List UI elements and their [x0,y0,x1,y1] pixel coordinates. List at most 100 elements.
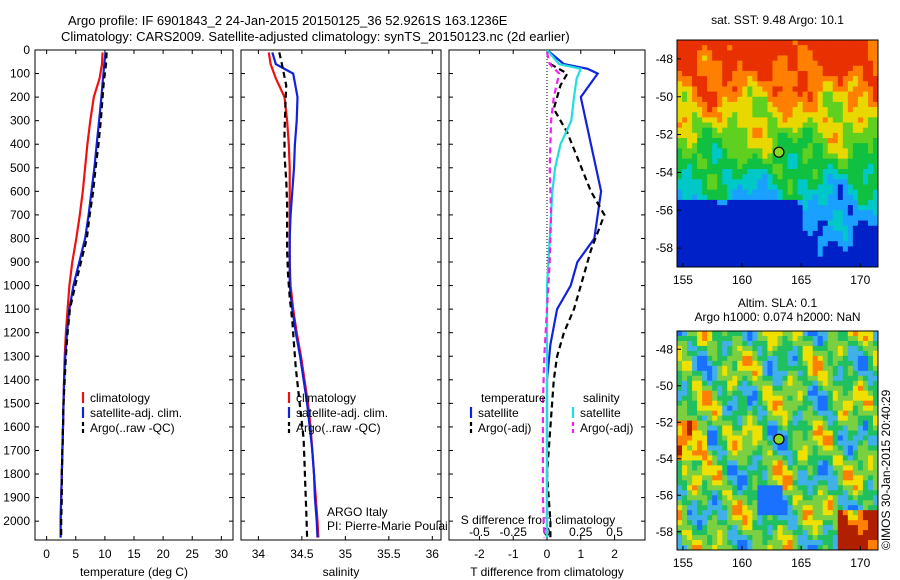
map-cell [697,50,703,57]
map-cell [852,360,859,367]
map-cell [762,86,769,93]
map-cell [812,143,819,149]
series-line-argo-adj- [541,52,561,538]
map-cell [677,40,683,46]
map-cell [842,241,849,247]
map-cell [797,76,804,82]
map-cell [857,400,864,407]
map-cell [697,158,703,165]
map-cell [867,365,874,372]
map-cell [702,495,708,501]
map-cell [732,179,738,186]
map-cell [732,55,738,62]
map-cell [787,210,794,217]
map-cell [807,420,814,427]
map-cell [732,117,738,124]
map-cell [807,55,814,62]
map-cell [772,405,779,412]
map-cell [712,112,718,118]
map-cell [782,355,789,362]
map-cell [792,179,799,186]
map-cell [872,143,878,149]
map-cell [822,96,829,103]
map-cell [742,540,748,546]
map-cell [767,420,774,427]
map-cell [872,50,878,57]
map-cell [862,430,869,437]
map-cell [707,107,713,113]
map-cell [802,415,809,422]
map-cell [732,45,738,51]
map-cell [787,540,794,546]
map-cell [687,205,693,211]
map-cell [807,215,814,222]
map-cell [757,158,764,165]
map-cell [807,375,814,382]
map-cell [772,370,779,377]
map-cell [857,215,864,222]
depth-tick-label: 1100 [4,302,30,316]
map-cell [842,450,849,457]
map-cell [837,86,844,93]
map-cell [722,107,728,113]
map-cell [677,380,683,387]
map-cell [837,515,844,521]
map-cell [857,365,864,372]
map-cell [762,225,769,232]
map-cell [757,470,764,476]
map-cell [822,380,829,387]
map-cell [812,465,819,471]
map-cell [707,153,713,160]
map-cell [692,101,698,108]
map-cell [767,86,774,93]
map-cell [677,261,683,267]
map-cell [722,455,728,462]
map-cell [857,420,864,427]
map-cell [692,370,698,377]
map-cell [797,365,804,372]
map-cell [712,256,718,263]
map-cell [852,510,859,516]
map-cell [792,440,799,447]
map-cell [737,148,743,155]
map-cell [682,460,688,466]
map-cell [852,395,859,402]
map-cell [792,215,799,222]
map-cell [787,50,794,57]
map-cell [687,450,693,457]
map-x-tick-label: 170 [850,273,870,287]
map-cell [847,153,854,160]
map-cell [747,205,753,211]
map-cell [782,91,789,98]
map-cell [827,405,834,412]
map-cell [762,365,769,372]
map-cell [767,261,774,267]
map-cell [767,65,774,72]
map-cell [677,256,683,263]
map-cell [847,450,854,457]
map-cell [772,220,779,227]
map-cell [707,127,713,134]
map-cell [827,495,834,501]
map-cell [687,365,693,372]
map-cell [767,380,774,387]
map-cell [757,112,764,118]
map-cell [822,117,829,124]
map-cell [812,480,819,486]
map-cell [777,101,784,108]
map-frame [676,330,879,551]
map-cell [837,370,844,377]
map-cell [747,480,753,486]
map-cell [777,50,784,57]
map-cell [787,138,794,144]
map-cell [812,420,819,427]
map-cell [822,331,829,337]
map-cell [837,148,844,155]
map-cell [682,545,688,550]
map-cell [812,230,819,237]
map-cell [767,132,774,139]
map-cell [722,45,728,51]
map-cell [867,138,874,144]
map-cell [787,485,794,491]
map-cell [682,215,688,222]
